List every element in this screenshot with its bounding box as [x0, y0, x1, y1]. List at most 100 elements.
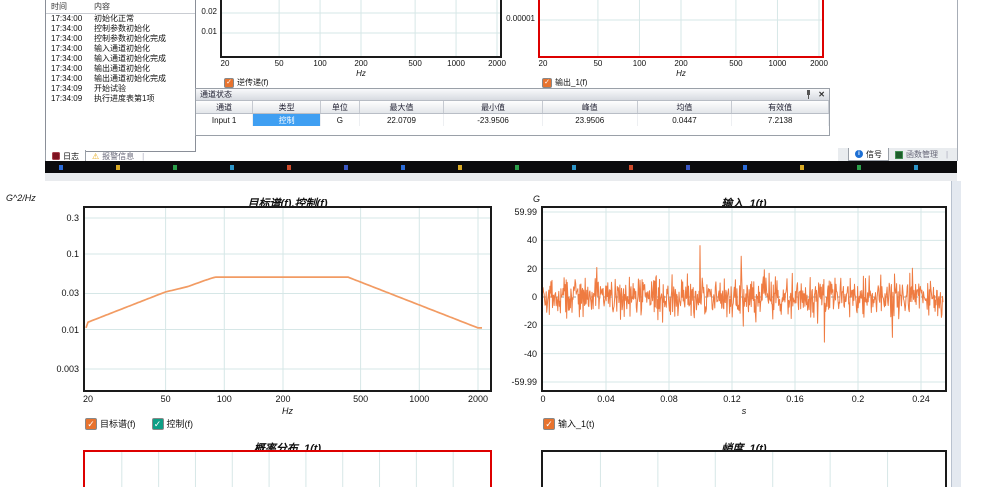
- column-header: 类型: [252, 101, 322, 114]
- log-row: 17:34:00 输入通道初始化完成: [46, 54, 195, 64]
- log-message: 开始试验: [94, 84, 126, 93]
- column-header: 有效值: [731, 101, 829, 114]
- log-icon: [52, 152, 60, 160]
- log-row: 17:34:09 开始试验: [46, 84, 195, 94]
- inverse_transfer-xtick: 500: [408, 59, 422, 68]
- inverse_transfer-xtick: 50: [274, 59, 284, 68]
- y-axis-unit: G: [532, 194, 540, 204]
- log-time: 17:34:00: [51, 34, 83, 43]
- tab-log-label: 日志: [63, 151, 79, 161]
- wave-ytick: -40: [523, 348, 537, 359]
- column-header: 峰值: [542, 101, 638, 114]
- taskbar-icon: [401, 165, 405, 170]
- wave-ytick: -59.99: [511, 376, 537, 387]
- psd-xtick: 500: [353, 394, 369, 404]
- legend-target-label: 目标谱(f): [100, 419, 136, 429]
- output_spectrum-ytick: 0.00001: [506, 14, 535, 23]
- right-tabbar: i 信号 函数管理 |: [848, 148, 950, 161]
- log-message: 控制参数初始化: [94, 24, 150, 33]
- column-header: 最大值: [359, 101, 445, 114]
- log-message: 控制参数初始化完成: [94, 34, 166, 43]
- psd-ytick: 0.3: [66, 212, 79, 223]
- wave-ytick: 0: [531, 292, 537, 302]
- log-message: 输入通道初始化: [94, 44, 150, 53]
- log-time: 17:34:00: [51, 24, 83, 33]
- x-axis-unit: s: [741, 406, 747, 416]
- inverse_transfer-xtick: 2000: [488, 59, 506, 68]
- pin-icon[interactable]: [805, 90, 812, 99]
- inverse_transfer-xtick: 100: [313, 59, 327, 68]
- log-time: 17:34:00: [51, 74, 83, 83]
- log-row: 17:34:00 输入通道初始化: [46, 44, 195, 54]
- inverse_transfer-x-unit: Hz: [356, 69, 366, 78]
- tab-signal[interactable]: i 信号: [848, 148, 889, 161]
- vertical-scrollbar[interactable]: [951, 181, 961, 487]
- log-time: 17:34:00: [51, 44, 83, 53]
- wave-xtick: 0.2: [851, 394, 865, 404]
- tab-separator: |: [142, 152, 145, 161]
- log-row: 17:34:00 控制参数初始化: [46, 24, 195, 34]
- tab-alarm[interactable]: ⚠ 报警信息: [86, 150, 140, 163]
- tab-signal-label: 信号: [866, 149, 882, 159]
- taskbar-icon: [914, 165, 918, 170]
- channel-status-table: 通道 类型 单位 最大值 最小值 峰值 均值 有效值 Input 1 控制 G 22.0709 -23.…: [196, 101, 829, 126]
- legend-input-checkbox[interactable]: ✓: [543, 417, 555, 430]
- taskbar-icon: [230, 165, 234, 170]
- inverse_transfer-xtick: 20: [220, 59, 230, 68]
- output_spectrum-legend-item-label: 输出_1(f): [555, 78, 588, 87]
- log-time: 17:34:09: [51, 94, 83, 103]
- tab-separator: |: [946, 150, 949, 159]
- warning-icon: ⚠: [92, 151, 100, 161]
- log-header: 时间 内容: [46, 0, 195, 14]
- legend-control-label: 控制(f): [166, 419, 194, 429]
- kurtosis-plot-area: [541, 450, 947, 487]
- taskbar-icon: [344, 165, 348, 170]
- legend-target-checkbox[interactable]: ✓: [85, 417, 97, 430]
- wave-xtick: 0: [540, 394, 546, 404]
- inverse_transfer-ytick: 0.02: [201, 7, 217, 16]
- table-row[interactable]: Input 1 控制 G 22.0709 -23.9506 23.9506 0.0447 7.…: [196, 113, 829, 126]
- psd-xtick: 100: [216, 394, 232, 404]
- table-cell: 7.2138: [731, 113, 829, 126]
- taskbar-icon: [173, 165, 177, 170]
- psd-ytick: 0.03: [61, 288, 79, 299]
- close-icon[interactable]: ✕: [818, 90, 825, 99]
- log-message: 输出通道初始化: [94, 64, 150, 73]
- wave-xtick: 0.08: [660, 394, 678, 404]
- log-message: 输出通道初始化完成: [94, 74, 166, 83]
- psd-xtick: 20: [82, 394, 94, 404]
- column-header: 最小值: [443, 101, 543, 114]
- table-cell: 23.9506: [542, 113, 638, 126]
- tab-function-manager[interactable]: 函数管理: [889, 148, 944, 161]
- wave-xtick: 0.12: [723, 394, 741, 404]
- legend-target: ✓ 目标谱(f): [85, 417, 136, 430]
- legend-input-label: 输入_1(t): [558, 419, 595, 429]
- output_spectrum-legend-item-checkbox[interactable]: ✓: [542, 77, 552, 88]
- legend-control: ✓ 控制(f): [151, 417, 194, 430]
- taskbar-icon: [743, 165, 747, 170]
- info-icon: i: [855, 150, 863, 158]
- output_spectrum-xtick: 20: [538, 59, 548, 68]
- table-cell: 22.0709: [359, 113, 445, 126]
- table-cell: G: [320, 113, 360, 126]
- legend-control-checkbox[interactable]: ✓: [151, 417, 164, 430]
- inverse_transfer-xtick: 1000: [447, 59, 465, 68]
- output_spectrum-xtick: 200: [674, 59, 688, 68]
- log-time: 17:34:00: [51, 14, 83, 23]
- taskbar-strip: [45, 161, 957, 173]
- wave-ytick: -20: [523, 320, 537, 331]
- output_spectrum-legend-item: ✓ 输出_1(f): [542, 77, 587, 88]
- table-cell: -23.9506: [443, 113, 543, 126]
- inverse_transfer-ytick: 0.01: [201, 27, 217, 36]
- wave-xtick: 0.24: [912, 394, 930, 404]
- taskbar-icon: [59, 165, 63, 170]
- log-message: 初始化正常: [94, 14, 134, 23]
- output_spectrum-plot-area: [538, 0, 824, 58]
- taskbar-icon: [800, 165, 804, 170]
- column-header: 单位: [320, 101, 360, 114]
- inverse_transfer-legend-item-checkbox[interactable]: ✓: [224, 77, 234, 88]
- taskbar-icon: [572, 165, 576, 170]
- column-header: 均值: [637, 101, 733, 114]
- log-row: 17:34:09 执行进度表第1项: [46, 94, 195, 104]
- waveform-legend: ✓ 输入_1(t): [543, 417, 595, 430]
